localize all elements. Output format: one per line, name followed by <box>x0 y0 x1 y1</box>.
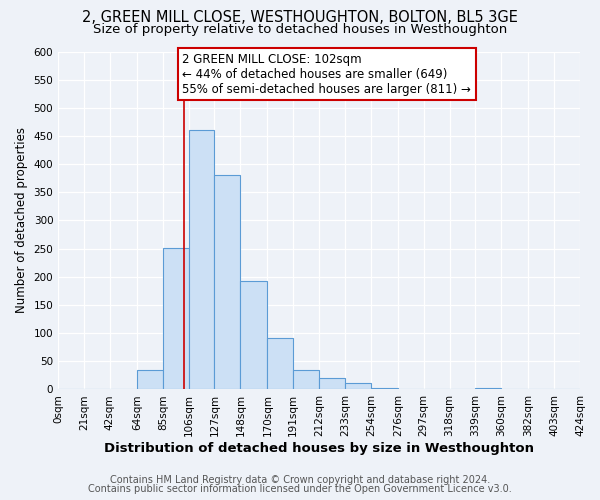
Bar <box>319 378 345 390</box>
Bar <box>214 175 241 390</box>
Bar <box>268 338 293 390</box>
Text: 2, GREEN MILL CLOSE, WESTHOUGHTON, BOLTON, BL5 3GE: 2, GREEN MILL CLOSE, WESTHOUGHTON, BOLTO… <box>82 10 518 25</box>
Y-axis label: Number of detached properties: Number of detached properties <box>15 128 28 314</box>
Bar <box>163 248 188 390</box>
Text: Contains public sector information licensed under the Open Government Licence v3: Contains public sector information licen… <box>88 484 512 494</box>
Text: 2 GREEN MILL CLOSE: 102sqm
← 44% of detached houses are smaller (649)
55% of sem: 2 GREEN MILL CLOSE: 102sqm ← 44% of deta… <box>182 52 472 96</box>
Bar <box>345 382 371 390</box>
Bar <box>475 388 501 390</box>
X-axis label: Distribution of detached houses by size in Westhoughton: Distribution of detached houses by size … <box>104 442 534 455</box>
Text: Size of property relative to detached houses in Westhoughton: Size of property relative to detached ho… <box>93 22 507 36</box>
Bar <box>293 370 319 390</box>
Bar <box>188 130 214 390</box>
Bar <box>371 388 398 390</box>
Text: Contains HM Land Registry data © Crown copyright and database right 2024.: Contains HM Land Registry data © Crown c… <box>110 475 490 485</box>
Bar <box>137 370 163 390</box>
Bar <box>241 282 268 390</box>
